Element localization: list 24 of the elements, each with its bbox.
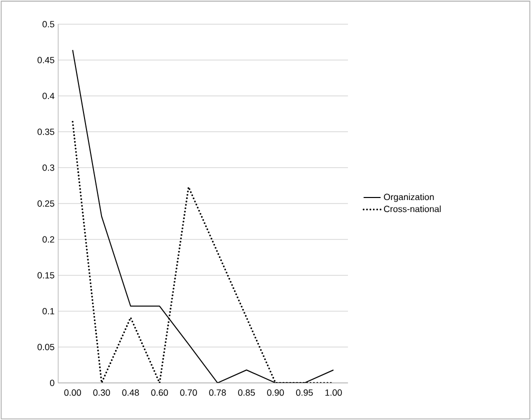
x-tick-label: 0.90 — [267, 389, 284, 396]
x-tick-label: 0.85 — [238, 389, 255, 396]
y-tick-label: 0.45 — [38, 56, 54, 64]
y-tick-label: 0.2 — [42, 236, 54, 243]
y-tick-label: 0 — [50, 380, 54, 386]
y-tick-label: 0.25 — [38, 200, 54, 207]
line-series — [72, 49, 334, 383]
x-tick-label: 0.95 — [296, 389, 313, 396]
x-tick-label: 1.00 — [325, 389, 342, 396]
legend-label: Cross-national — [384, 205, 441, 212]
x-tick-label: 0.30 — [93, 389, 110, 396]
y-tick-label: 0.4 — [42, 92, 54, 100]
y-tick-label: 0.3 — [42, 164, 54, 171]
x-tick-label: 0.00 — [64, 389, 82, 396]
legend-label: Organization — [384, 194, 434, 202]
y-tick-label: 0.5 — [42, 20, 54, 28]
x-tick-label: 0.78 — [209, 389, 226, 396]
y-tick-label: 0.05 — [38, 344, 54, 350]
y-tick-label: 0.15 — [38, 272, 54, 278]
x-tick-label: 0.70 — [180, 389, 197, 396]
x-tick-label: 0.48 — [122, 389, 139, 396]
y-tick-label: 0.35 — [38, 128, 54, 135]
y-tick-label: 0.1 — [42, 308, 54, 314]
x-tick-label: 0.60 — [151, 389, 168, 396]
